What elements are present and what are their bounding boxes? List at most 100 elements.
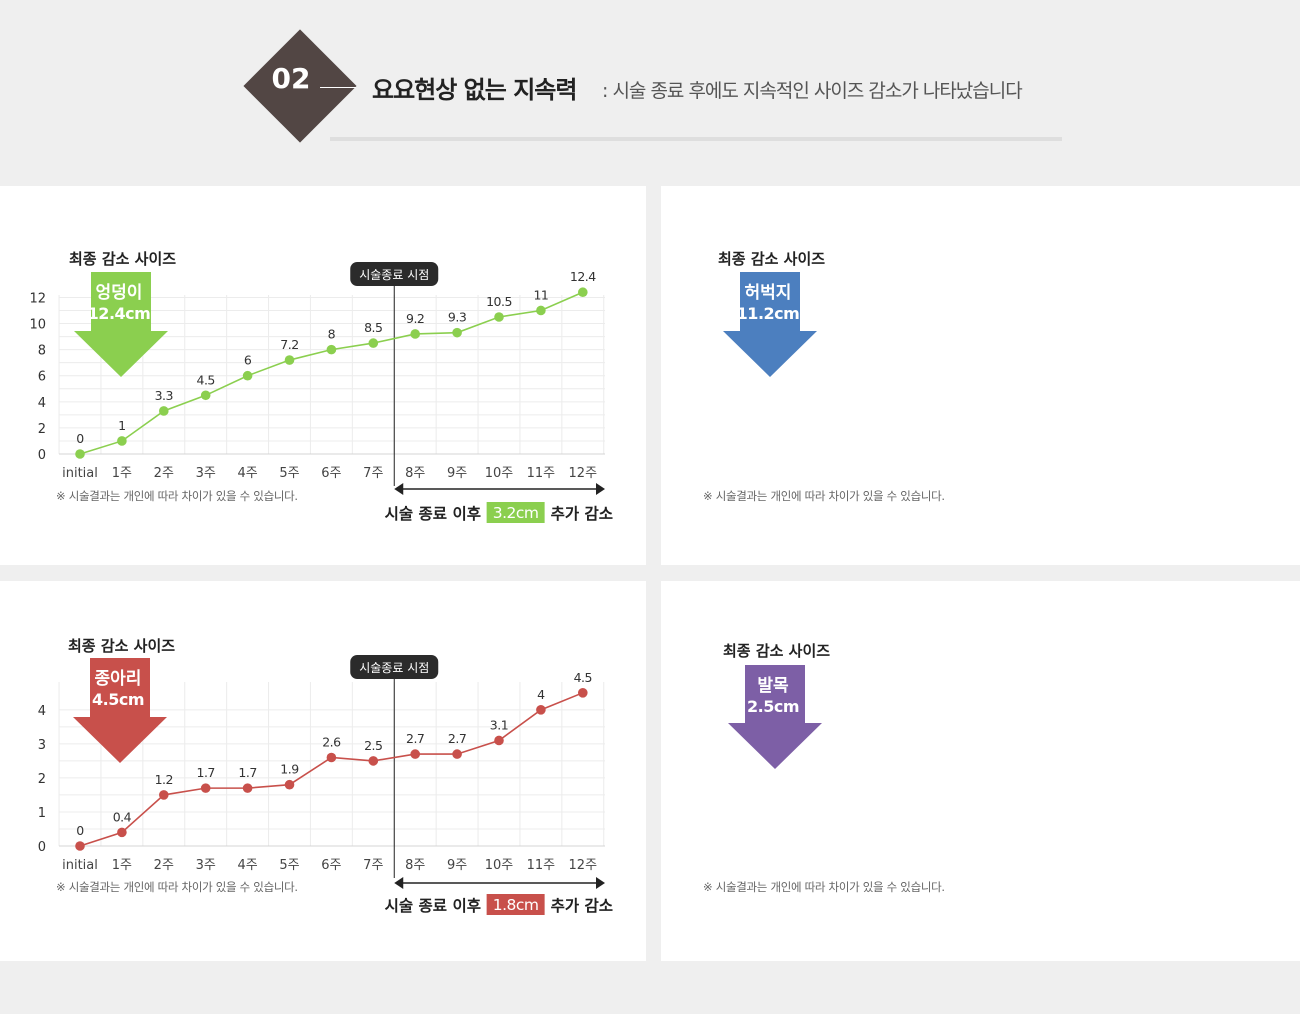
- y-tick-label: 4: [38, 396, 46, 411]
- range-right-arrow-icon: [596, 877, 605, 889]
- y-tick-label: 12: [29, 291, 46, 306]
- after-value-badge: [486, 502, 545, 523]
- range-left-arrow-icon: [394, 877, 404, 889]
- disclaimer: ※ 시술결과는 개인에 따라 차이가 있을 수 있습니다.: [56, 489, 298, 503]
- chart-panel-ankle: 0123initial1주2주3주4주5주6주7주8주9주10주11주12주시술…: [661, 581, 1300, 961]
- section-subtitle: : 시술 종료 후에도 지속적인 사이즈 감소가 나타났습니다: [602, 80, 1023, 102]
- data-point: [117, 827, 127, 838]
- final-area-name: 발목: [757, 676, 789, 696]
- data-point: [159, 790, 169, 800]
- data-point: [452, 327, 462, 338]
- final-area-value: 2.5cm: [747, 697, 799, 716]
- disclaimer: ※ 시술결과는 개인에 따라 차이가 있을 수 있습니다.: [56, 880, 298, 894]
- x-tick-label: 4주: [237, 858, 257, 873]
- section-header: 02 요요현상 없는 지속력 : 시술 종료 후에도 지속적인 사이즈 감소가 …: [0, 0, 1300, 186]
- data-point: [75, 841, 85, 851]
- final-area-name: 허벅지: [745, 283, 792, 303]
- data-label: 0.4: [113, 809, 132, 824]
- series-line: [79, 291, 584, 455]
- data-label: 7.2: [280, 337, 298, 352]
- data-point: [536, 305, 546, 316]
- after-value: 1.8cm: [493, 896, 539, 914]
- x-tick-label: 9주: [447, 466, 467, 481]
- x-tick-label: initial: [62, 858, 98, 873]
- down-arrow-icon: [74, 272, 168, 377]
- data-label: 4.5: [574, 670, 592, 685]
- data-label: 1.7: [197, 765, 215, 780]
- data-label: 1.9: [280, 762, 299, 777]
- data-label: 3.3: [155, 388, 173, 403]
- data-label: 3.1: [490, 717, 508, 732]
- data-point: [284, 779, 295, 790]
- after-reduction-caption: 시술 종료 이후 3.2cm 추가 감소: [385, 502, 613, 523]
- x-tick-label: 11주: [527, 858, 556, 873]
- after-prefix: 시술 종료 이후: [385, 504, 481, 523]
- y-tick-label: 10: [29, 318, 46, 333]
- y-tick-label: 2: [38, 772, 46, 787]
- x-tick-label: 4주: [237, 466, 257, 481]
- y-tick-label: 3: [38, 738, 46, 753]
- section-number: 02: [271, 62, 311, 95]
- data-label: 8: [328, 327, 336, 342]
- data-point: [578, 688, 588, 698]
- x-tick-label: 9주: [447, 858, 467, 873]
- data-point: [284, 355, 295, 365]
- x-tick-label: 8주: [405, 466, 425, 481]
- data-label: 2.7: [406, 731, 424, 746]
- disclaimer: ※ 시술결과는 개인에 따라 차이가 있을 수 있습니다.: [703, 489, 945, 503]
- data-point: [452, 749, 462, 759]
- data-label: 10.5: [486, 294, 512, 309]
- after-value-badge: [486, 894, 545, 915]
- x-tick-label: 1주: [112, 858, 132, 873]
- line-chart-waist: 024681012initial1주2주3주4주5주6주7주8주9주10주11주…: [703, 250, 945, 503]
- data-label: 1.7: [238, 765, 256, 780]
- x-tick-label: 6주: [321, 858, 341, 873]
- y-tick-label: 6: [38, 370, 46, 385]
- data-point: [326, 344, 337, 355]
- after-prefix: 시술 종료 이후: [385, 896, 481, 915]
- data-point: [410, 329, 421, 339]
- data-label: 4: [537, 687, 545, 702]
- x-tick-label: 12주: [569, 858, 598, 873]
- data-label: 1.2: [155, 772, 173, 787]
- end-marker-tag: [350, 655, 439, 679]
- x-tick-label: 12주: [569, 466, 598, 481]
- end-marker-tag: [350, 262, 439, 286]
- data-label: 8.5: [364, 320, 382, 335]
- y-tick-label: 4: [38, 704, 46, 719]
- series-line: [79, 692, 584, 847]
- data-point: [368, 756, 379, 766]
- data-point: [410, 749, 421, 759]
- y-tick-label: 0: [38, 840, 46, 855]
- data-label: 1: [118, 418, 125, 433]
- x-tick-label: initial: [62, 466, 98, 481]
- header-underline: [330, 137, 1062, 141]
- x-tick-label: 2주: [154, 466, 174, 481]
- y-tick-label: 0: [38, 448, 46, 463]
- final-area-value: 4.5cm: [92, 690, 144, 709]
- end-marker-label: 시술종료 시점: [359, 661, 429, 675]
- number-divider: [320, 87, 356, 88]
- data-point: [117, 436, 127, 446]
- chart-panel-calf: 0 1 2 3 4 initial 1주 2주 3주 4주 5주 6주 7주 8주 9주 10주 11주 12주 시…: [0, 581, 646, 961]
- x-tick-label: 11주: [527, 466, 556, 481]
- data-label: 2.7: [448, 731, 466, 746]
- data-label: 2.6: [322, 734, 341, 749]
- final-size-title: 최종 감소 사이즈: [723, 642, 830, 660]
- data-label: 2.5: [364, 738, 382, 753]
- chart-panel-hip: 0 2 4 6 8 10 12 initial 1주 2주 3주 4주 5주 6주 7주 8주 9주 10주 11주…: [0, 186, 646, 565]
- y-tick-label: 1: [38, 806, 46, 821]
- final-size-title: 최종 감소 사이즈: [68, 637, 175, 655]
- data-point: [578, 287, 588, 298]
- data-label: 11: [533, 287, 548, 302]
- data-point: [494, 735, 504, 746]
- down-arrow-icon: [728, 665, 822, 769]
- chart-layer: 024681012initial1주2주3주4주5주6주7주8주9주10주11주…: [703, 250, 945, 503]
- data-point: [75, 449, 85, 459]
- after-reduction-caption: 시술 종료 이후 1.8cm 추가 감소: [385, 894, 613, 915]
- line-chart-ankle: 0123initial1주2주3주4주5주6주7주8주9주10주11주12주시술…: [703, 642, 945, 894]
- final-area-value: 11.2cm: [737, 304, 800, 323]
- after-suffix: 추가 감소: [551, 504, 613, 523]
